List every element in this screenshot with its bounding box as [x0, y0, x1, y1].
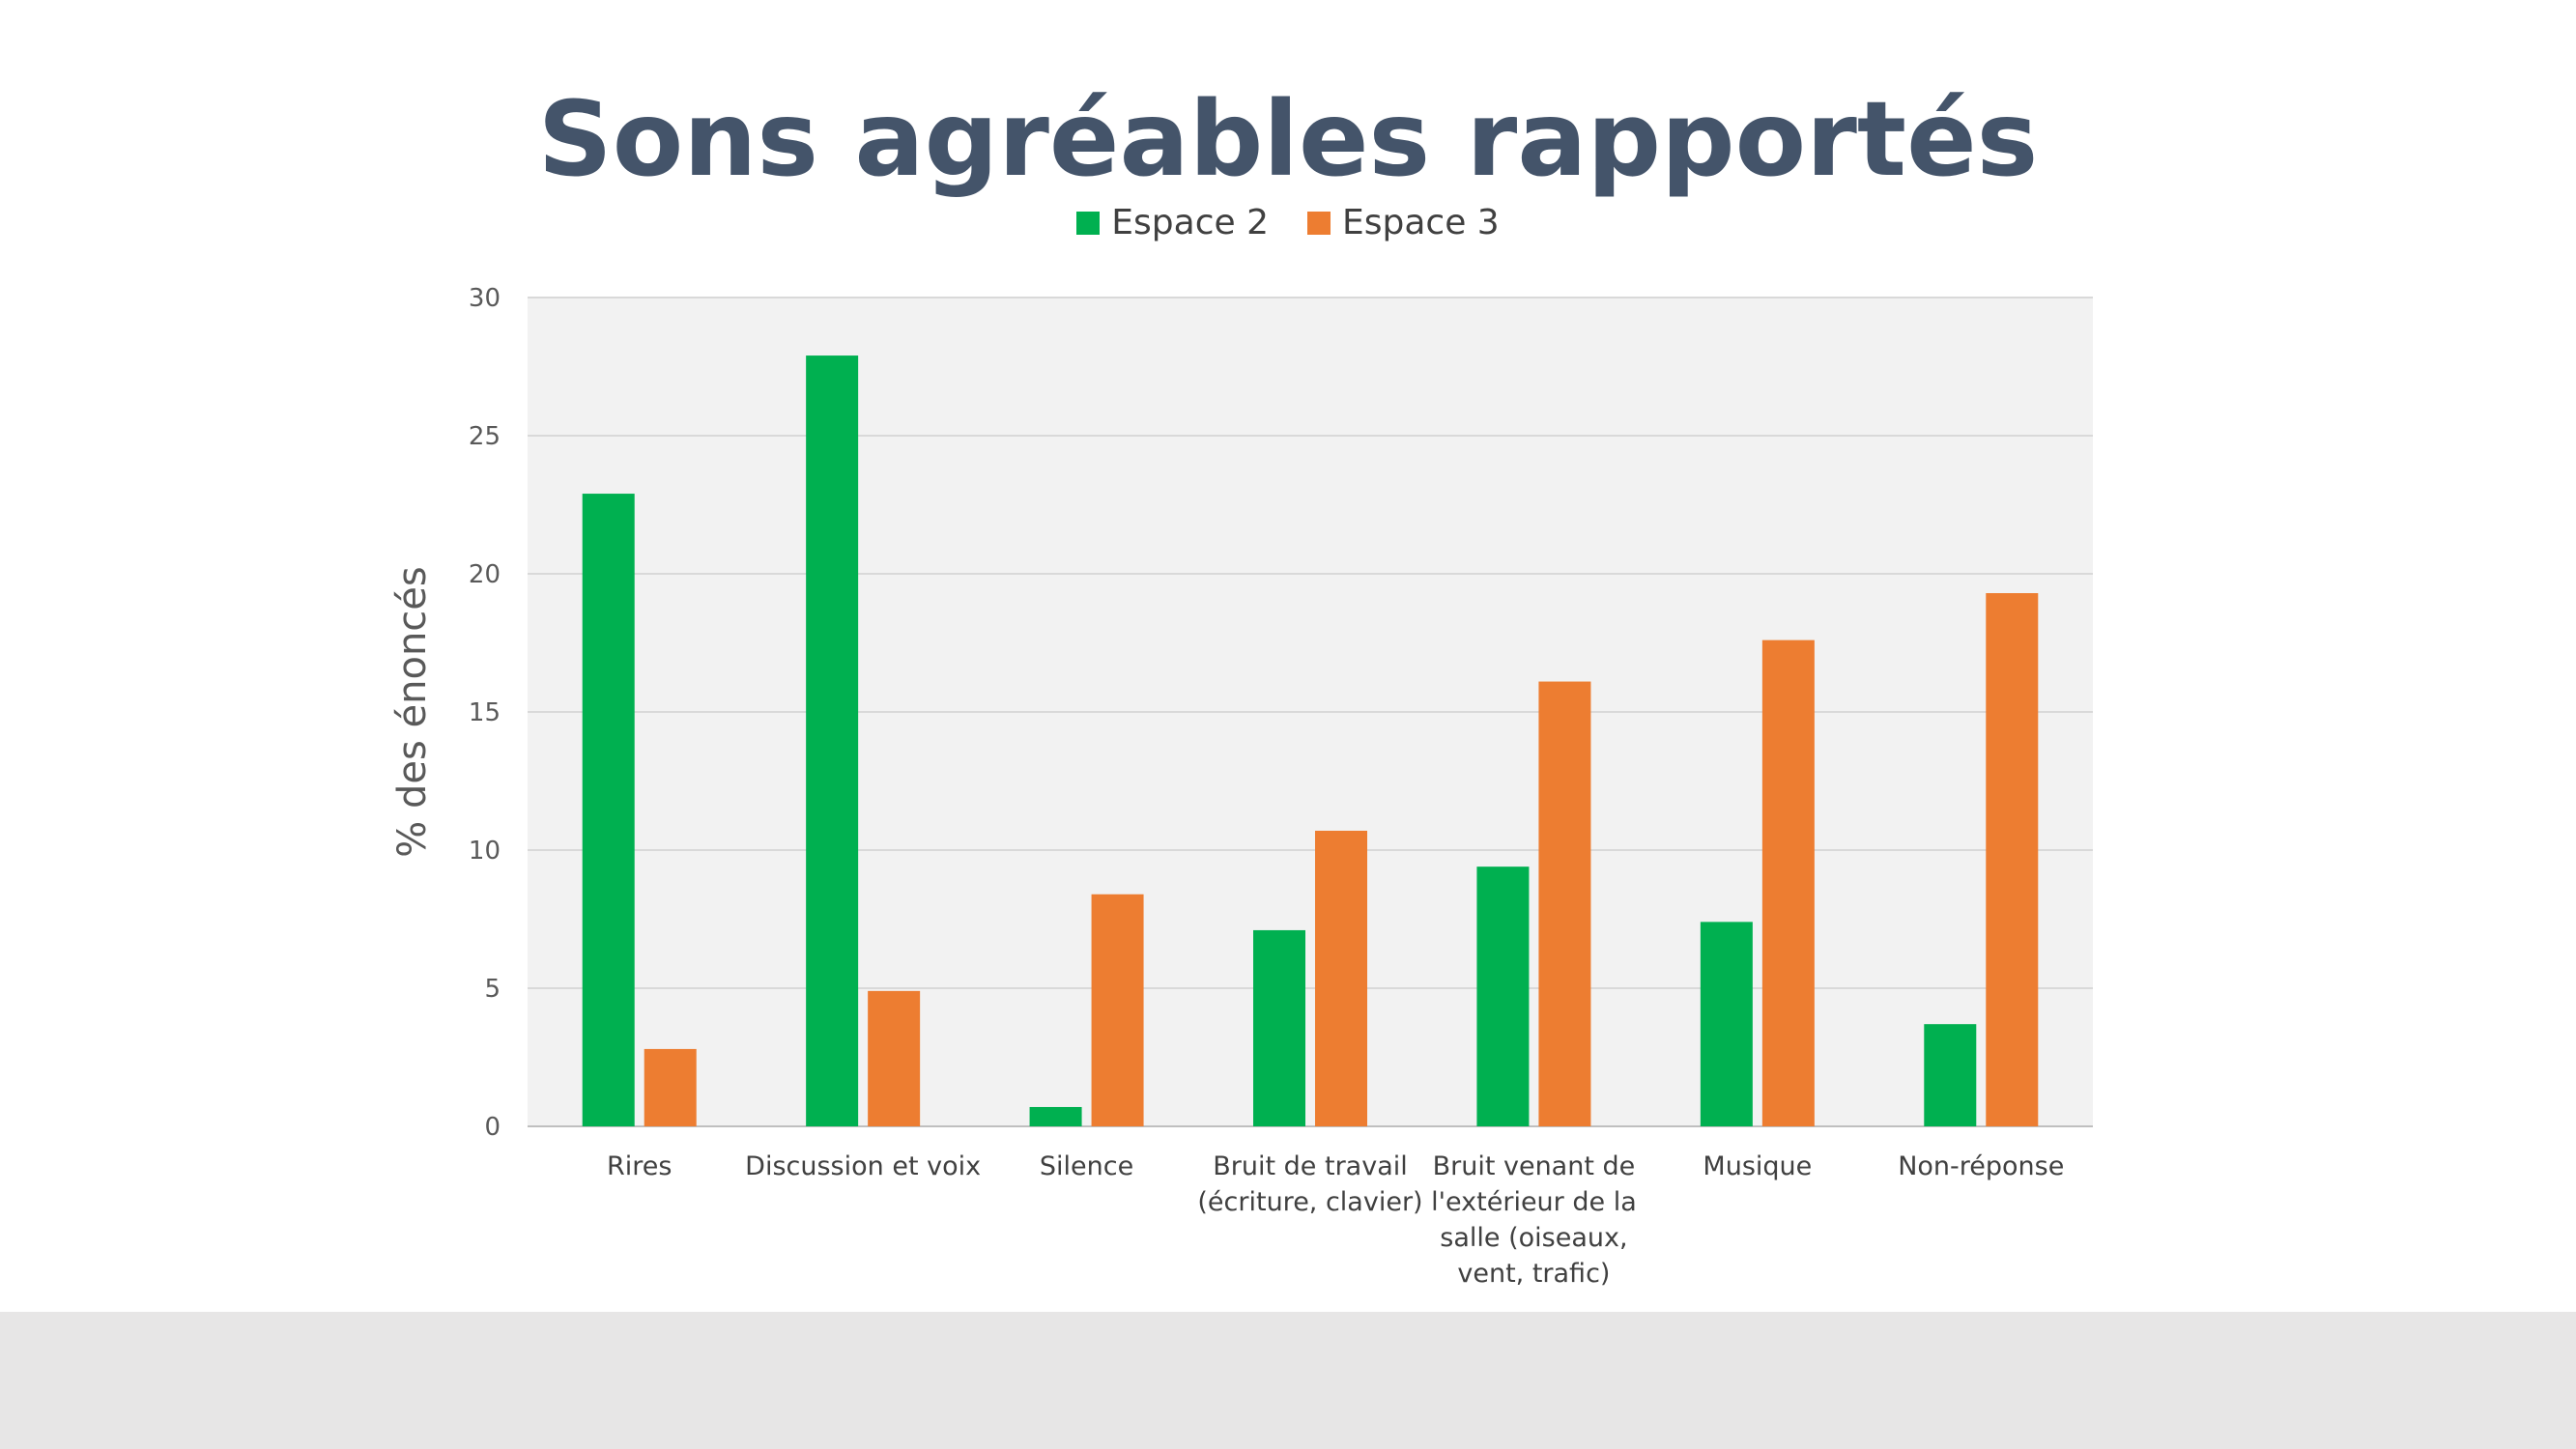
legend-label-espace-3: Espace 3: [1342, 203, 1500, 242]
y-tick-label: 5: [484, 975, 501, 1004]
y-tick-label: 10: [469, 837, 501, 866]
bar-espace-3: [1538, 681, 1591, 1126]
legend-swatch-espace-2: [1076, 211, 1101, 235]
x-category-label: Silence: [1040, 1151, 1133, 1181]
y-tick-label: 30: [469, 284, 501, 313]
bar-espace-3: [644, 1048, 697, 1126]
bar-espace-2: [1924, 1024, 1977, 1126]
chart-title: Sons agréables rapportés: [537, 80, 2039, 200]
legend-label-espace-2: Espace 2: [1111, 203, 1269, 242]
bar-espace-2: [1253, 929, 1305, 1126]
x-category-label: Discussion et voix: [745, 1151, 981, 1181]
bar-espace-3: [868, 990, 921, 1126]
legend-item-espace-2: Espace 2: [1076, 203, 1269, 242]
y-tick-label: 25: [469, 422, 501, 451]
bar-espace-3: [1091, 894, 1144, 1126]
x-category-label: Rires: [607, 1151, 672, 1181]
bar-espace-2: [1700, 922, 1753, 1126]
bar-espace-3: [1315, 830, 1367, 1126]
bar-espace-3: [1761, 639, 1815, 1126]
legend-swatch-espace-3: [1307, 211, 1331, 235]
slide-bottom-band: [0, 1312, 2576, 1449]
bar-espace-2: [806, 355, 859, 1126]
gridlines: [528, 297, 2093, 1127]
y-axis-title: % des énoncés: [390, 566, 435, 858]
bar-espace-3: [1986, 593, 2039, 1126]
y-tick-label: 20: [469, 560, 501, 589]
x-category-label: Musique: [1703, 1151, 1812, 1181]
x-category-labels: Rires Discussion et voix Silence Bruit de t…: [607, 1151, 2064, 1289]
bar-espace-2: [1476, 867, 1530, 1126]
x-category-label: Bruit de travail (écriture, clavier): [1197, 1151, 1422, 1217]
y-tick-label: 15: [469, 698, 501, 727]
bar-espace-2: [582, 494, 635, 1126]
chart-legend: Espace 2 Espace 3: [0, 203, 2576, 242]
x-category-label: Bruit venant de l'extérieur de la salle (o…: [1431, 1151, 1637, 1289]
y-tick-label: 0: [484, 1113, 501, 1142]
legend-item-espace-3: Espace 3: [1307, 203, 1500, 242]
y-tick-labels: 0 5 10 15 20 25 30: [469, 284, 501, 1142]
x-category-label: Non-réponse: [1898, 1151, 2064, 1181]
bar-espace-2: [1029, 1106, 1082, 1126]
bars: [582, 355, 2039, 1126]
